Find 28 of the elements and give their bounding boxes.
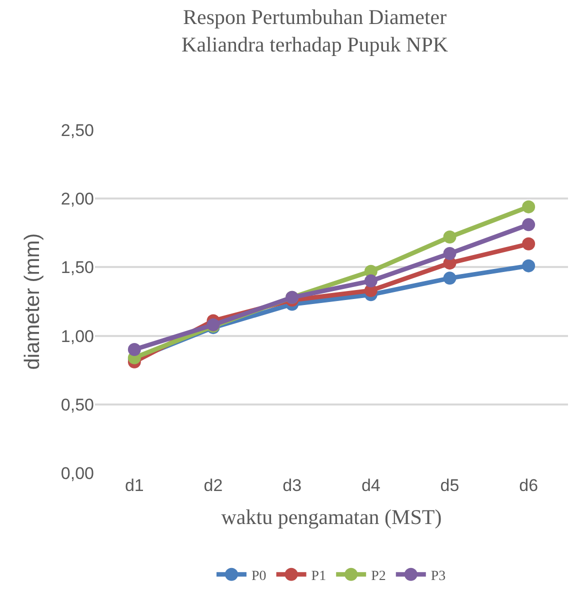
legend-label: P1 bbox=[311, 568, 326, 584]
y-tick-label: 1,00 bbox=[60, 326, 94, 346]
point bbox=[522, 200, 536, 214]
y-axis-title: diameter (mm) bbox=[21, 233, 44, 370]
point bbox=[522, 237, 536, 250]
y-tick-label: 0,50 bbox=[60, 395, 94, 414]
legend-label: P0 bbox=[252, 568, 266, 584]
x-tick-label: d4 bbox=[361, 476, 380, 495]
point bbox=[522, 259, 536, 272]
x-axis-title: waktu pengamatan (MST) bbox=[221, 505, 442, 530]
chart-title: Respon Pertumbuhan Diameter Kaliandra terhadap Pupuk NPK bbox=[182, 5, 448, 56]
legend-label: P2 bbox=[371, 568, 386, 584]
y-tick-label: 0,00 bbox=[60, 464, 94, 483]
x-tick-label: d3 bbox=[282, 476, 302, 495]
point bbox=[128, 343, 141, 356]
y-tick-label: 2,50 bbox=[60, 120, 94, 140]
point bbox=[522, 218, 536, 232]
x-tick-label: d6 bbox=[519, 476, 538, 495]
point bbox=[443, 272, 456, 285]
y-tick-label: 2,00 bbox=[60, 190, 94, 209]
point bbox=[364, 274, 378, 288]
legend-label: P3 bbox=[430, 568, 446, 584]
y-tick-label: 1,50 bbox=[60, 258, 94, 278]
x-tick-label: d5 bbox=[440, 476, 460, 495]
x-tick-label: d1 bbox=[124, 476, 144, 495]
point bbox=[443, 230, 456, 244]
x-tick-label: d2 bbox=[204, 476, 223, 495]
point bbox=[443, 246, 456, 260]
